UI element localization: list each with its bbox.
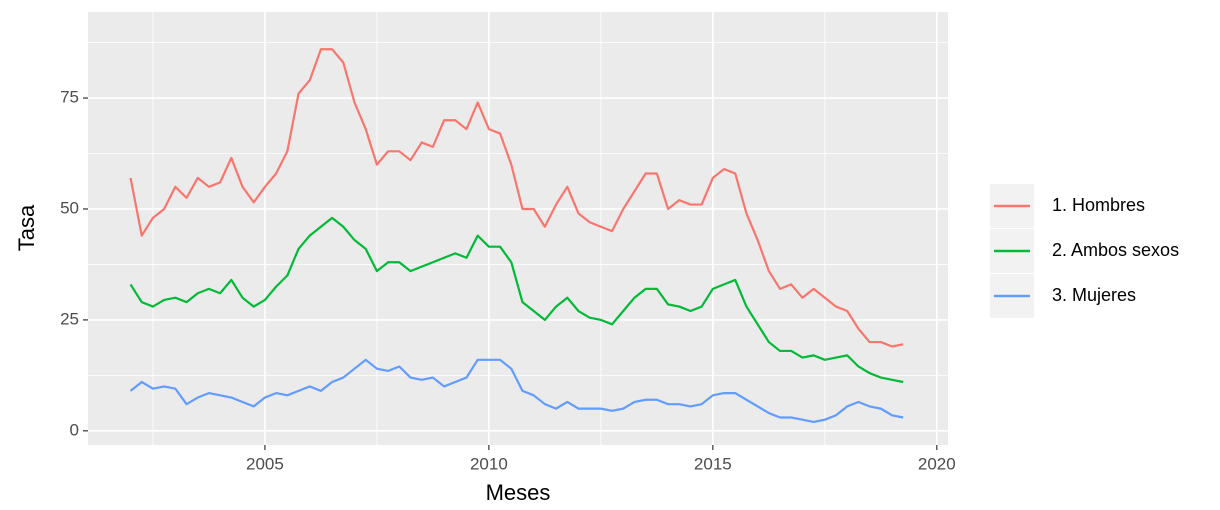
x-tick-label: 2005: [246, 454, 284, 473]
y-tick-label: 0: [70, 420, 79, 439]
legend-label: 2. Ambos sexos: [1052, 240, 1179, 260]
line-series: [129, 48, 904, 348]
x-tick-label: 2020: [918, 454, 956, 473]
y-tick-label: 75: [60, 88, 79, 107]
line-series: [129, 358, 904, 424]
legend-label: 3. Mujeres: [1052, 285, 1136, 305]
line-series: [129, 216, 904, 384]
x-tick-label: 2015: [694, 454, 732, 473]
x-tick-label: 2010: [470, 454, 508, 473]
panel: [88, 12, 948, 445]
y-axis-title: Tasa: [14, 204, 39, 251]
legend-label: 1. Hombres: [1052, 195, 1145, 215]
y-tick-label: 25: [60, 309, 79, 328]
x-axis-title: Meses: [486, 480, 551, 505]
y-tick-label: 50: [60, 198, 79, 217]
